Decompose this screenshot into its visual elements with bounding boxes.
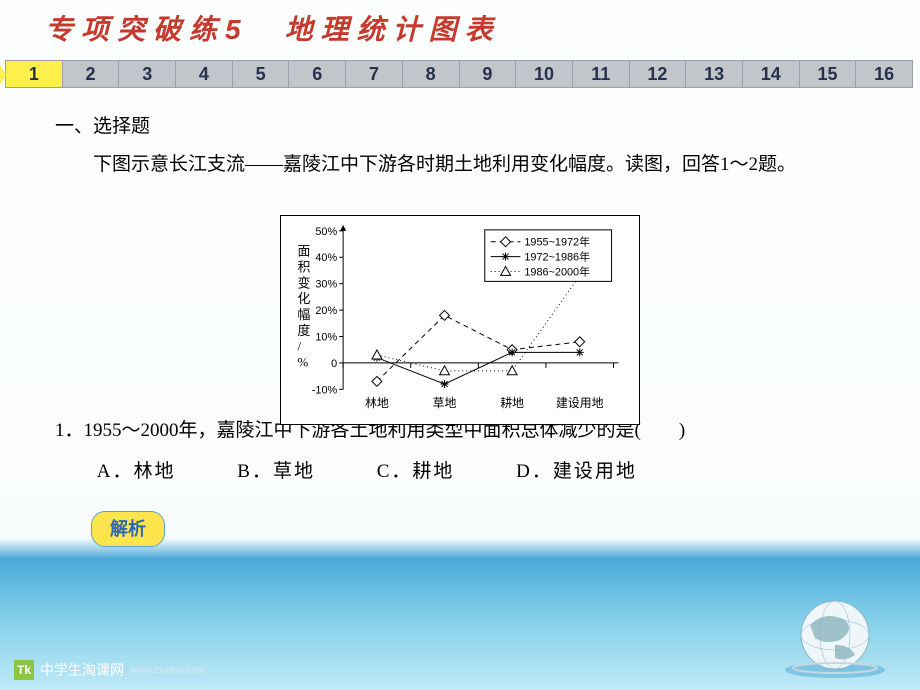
nav-item-12[interactable]: 12 bbox=[630, 61, 687, 87]
nav-item-13[interactable]: 13 bbox=[686, 61, 743, 87]
nav-item-9[interactable]: 9 bbox=[460, 61, 517, 87]
nav-item-2[interactable]: 2 bbox=[63, 61, 120, 87]
svg-text:/: / bbox=[298, 340, 302, 354]
svg-text:积: 积 bbox=[298, 260, 311, 274]
site-url: www.zxstkw.com bbox=[130, 665, 205, 676]
page-title: 专项突破练5 地理统计图表 bbox=[45, 8, 501, 48]
svg-text:0: 0 bbox=[331, 358, 337, 370]
option-d[interactable]: D．建设用地 bbox=[516, 461, 637, 482]
svg-text:30%: 30% bbox=[315, 279, 337, 291]
svg-text:1972~1986年: 1972~1986年 bbox=[524, 250, 590, 264]
svg-text:1986~2000年: 1986~2000年 bbox=[524, 264, 590, 278]
option-b[interactable]: B．草地 bbox=[237, 461, 315, 482]
analysis-button[interactable]: 解析 bbox=[91, 511, 165, 547]
svg-text:变: 变 bbox=[298, 275, 311, 290]
nav-item-1[interactable]: 1 bbox=[6, 61, 63, 87]
section-heading: 一、选择题 bbox=[55, 110, 875, 144]
svg-text:建设用地: 建设用地 bbox=[556, 396, 604, 410]
nav-item-14[interactable]: 14 bbox=[743, 61, 800, 87]
svg-text:40%: 40% bbox=[315, 252, 337, 264]
globe-icon bbox=[780, 590, 890, 680]
line-chart: -10% 0 10% 20% 30% 40% 50% 林地 草地 耕地 建设用地 面积变化幅度 /% 19… bbox=[280, 215, 640, 425]
nav-item-15[interactable]: 15 bbox=[800, 61, 857, 87]
logo-icon: Tk bbox=[14, 660, 34, 680]
svg-text:草地: 草地 bbox=[433, 396, 457, 410]
section-intro: 下图示意长江支流——嘉陵江中下游各时期土地利用变化幅度。读图，回答1～2题。 bbox=[55, 148, 875, 182]
nav-item-5[interactable]: 5 bbox=[233, 61, 290, 87]
nav-item-6[interactable]: 6 bbox=[289, 61, 346, 87]
nav-item-11[interactable]: 11 bbox=[573, 61, 630, 87]
svg-text:面: 面 bbox=[298, 245, 311, 259]
footer-logo: Tk 中学生淘课网 www.zxstkw.com bbox=[14, 656, 205, 684]
svg-text:度: 度 bbox=[298, 323, 311, 338]
svg-text:10%: 10% bbox=[315, 331, 337, 343]
nav-item-8[interactable]: 8 bbox=[403, 61, 460, 87]
nav-item-7[interactable]: 7 bbox=[346, 61, 403, 87]
option-c[interactable]: C．耕地 bbox=[377, 461, 455, 482]
svg-text:化: 化 bbox=[298, 292, 311, 306]
nav-item-16[interactable]: 16 bbox=[856, 61, 912, 87]
nav-item-3[interactable]: 3 bbox=[119, 61, 176, 87]
question-nav: 12345678910111213141516 bbox=[5, 60, 913, 88]
svg-text:20%: 20% bbox=[315, 305, 337, 317]
site-name: 中学生淘课网 bbox=[40, 660, 124, 680]
option-a[interactable]: A．林地 bbox=[97, 461, 176, 482]
svg-text:林地: 林地 bbox=[365, 396, 389, 410]
nav-item-10[interactable]: 10 bbox=[516, 61, 573, 87]
svg-text:1955~1972年: 1955~1972年 bbox=[524, 235, 590, 249]
svg-text:%: % bbox=[298, 356, 309, 370]
svg-text:-10%: -10% bbox=[312, 384, 338, 396]
svg-text:耕地: 耕地 bbox=[500, 396, 524, 410]
svg-text:幅: 幅 bbox=[298, 308, 311, 322]
svg-text:50%: 50% bbox=[315, 226, 337, 238]
nav-item-4[interactable]: 4 bbox=[176, 61, 233, 87]
options-row: A．林地 B．草地 C．耕地 D．建设用地 bbox=[97, 455, 875, 489]
